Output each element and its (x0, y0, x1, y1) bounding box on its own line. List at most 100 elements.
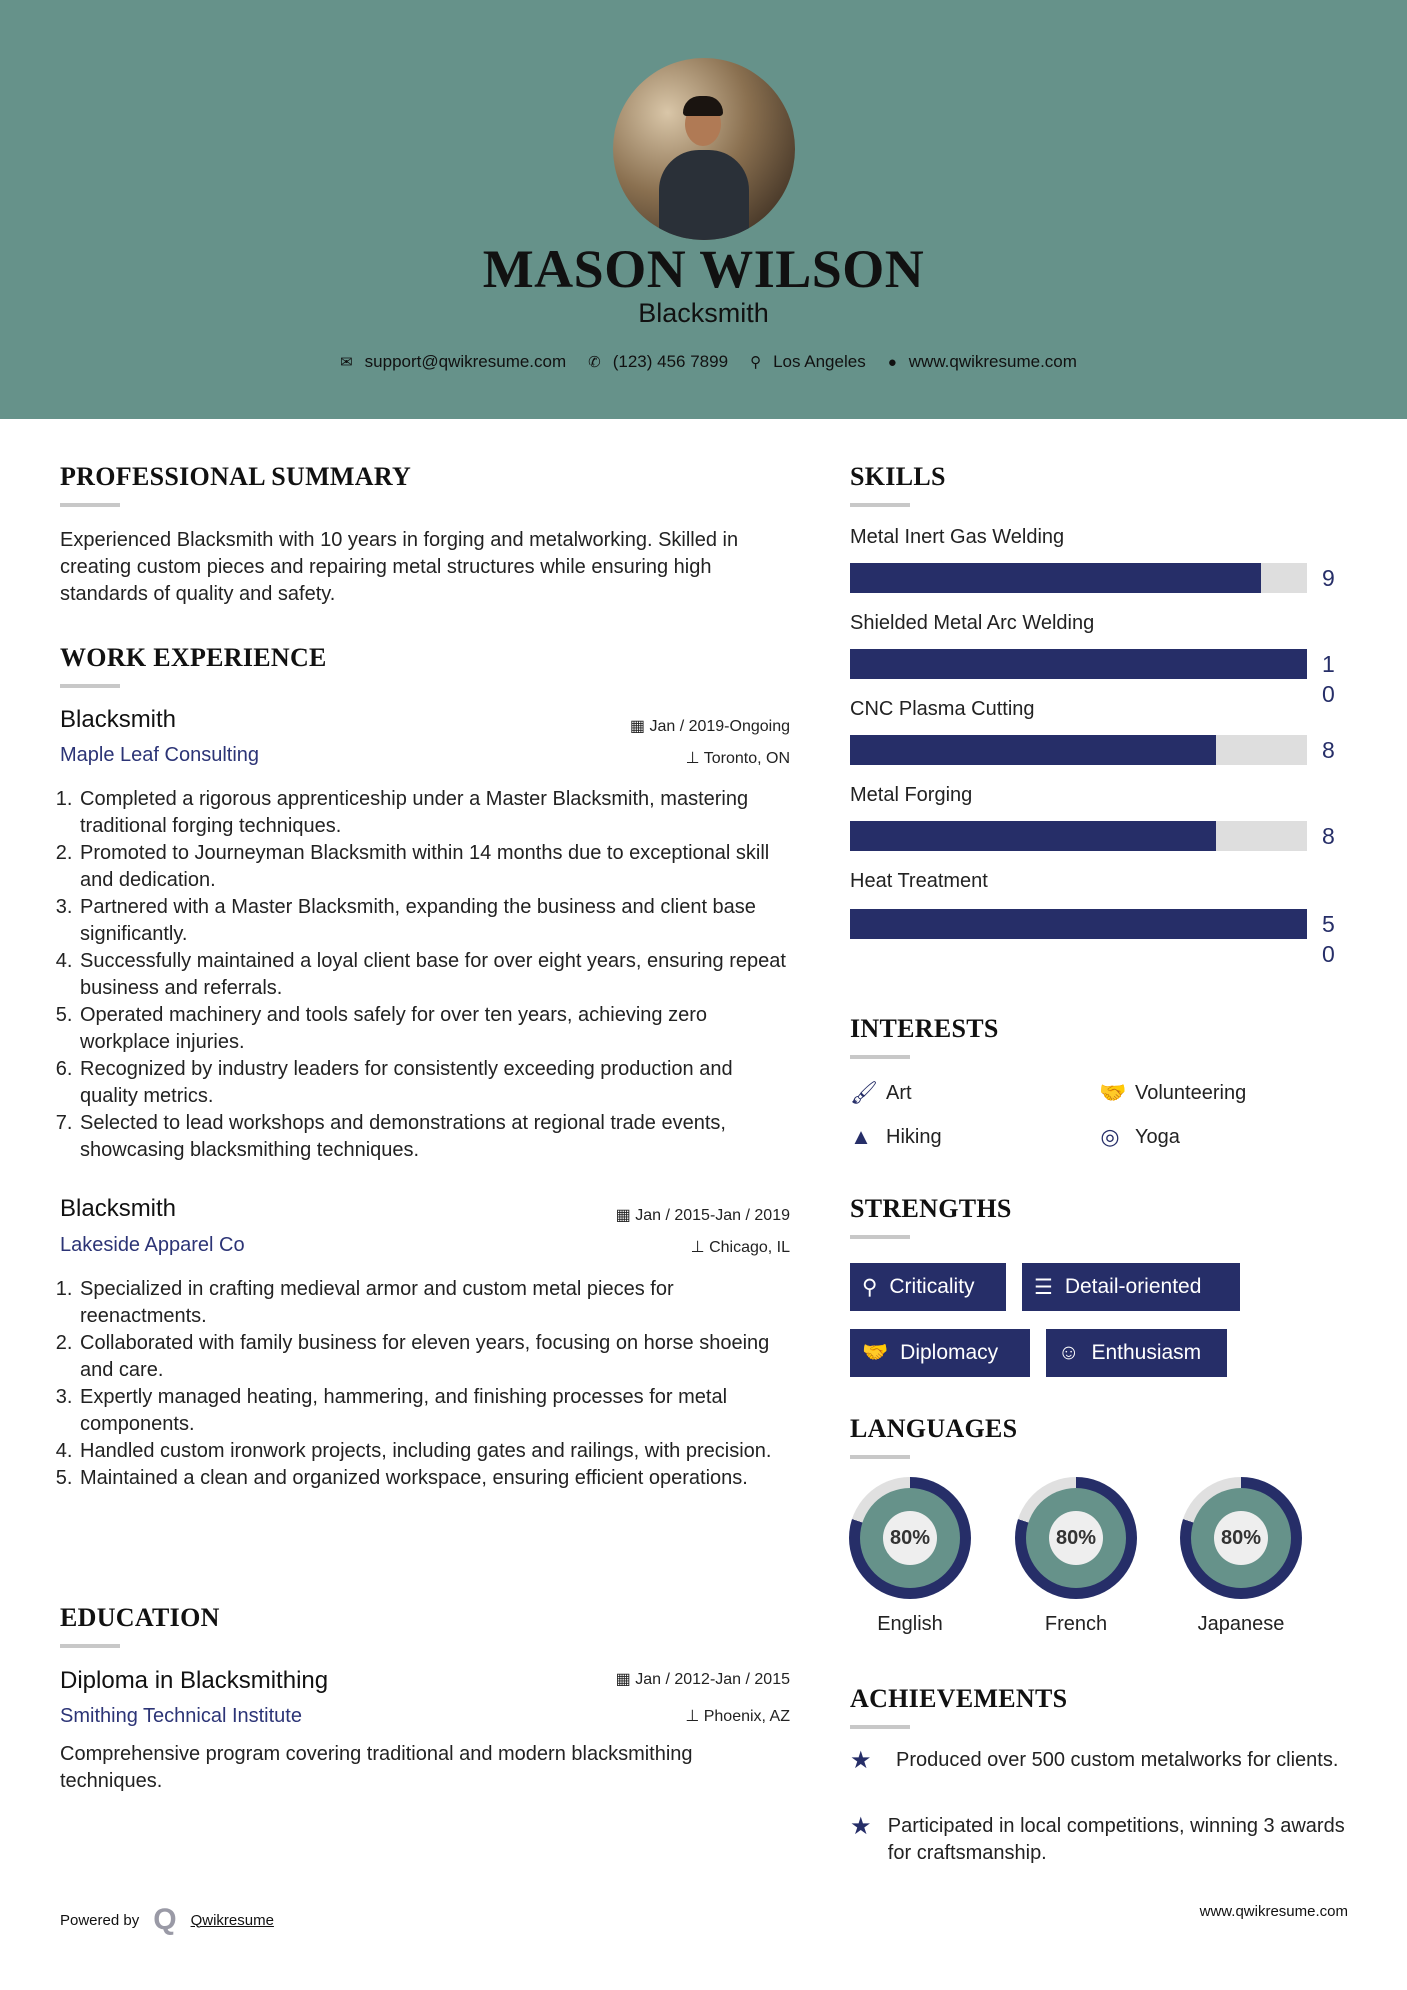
divider (60, 684, 120, 688)
footer-website[interactable]: www.qwikresume.com (1199, 1903, 1348, 1920)
divider (60, 503, 120, 507)
bullet: Operated machinery and tools safely for … (78, 1002, 790, 1056)
job-title: Blacksmith (60, 706, 177, 733)
school-name: Smithing Technical Institute (60, 1705, 302, 1727)
dates-text: Jan / 2015-Jan / 2019 (635, 1207, 790, 1224)
envelope-icon: ✉ (340, 354, 353, 371)
profile-photo (613, 58, 795, 240)
language-donut: 80% (1180, 1477, 1302, 1599)
education-heading: EDUCATION (60, 1603, 220, 1632)
company-name: Lakeside Apparel Co (60, 1234, 245, 1256)
job-location: ⊥ Toronto, ON (686, 748, 790, 768)
interest-yoga: ◎ Yoga (1099, 1124, 1179, 1150)
dates-text: Jan / 2012-Jan / 2015 (635, 1671, 790, 1688)
strength-diplomacy: 🤝 Diplomacy (850, 1329, 1030, 1377)
bullet: Selected to lead workshops and demonstra… (78, 1110, 790, 1164)
qwikresume-logo-icon: Q (153, 1903, 177, 1936)
language-donut: 80% (849, 1477, 971, 1599)
language-name: English (877, 1613, 943, 1635)
job-bullets: Completed a rigorous apprenticeship unde… (60, 786, 790, 1164)
email[interactable]: support@qwikresume.com (364, 352, 567, 371)
bullet: Partnered with a Master Blacksmith, expa… (78, 894, 790, 948)
globe-icon: ● (887, 353, 897, 371)
skill-value: 8 (1322, 737, 1335, 763)
calendar-icon: ▦ (615, 1207, 636, 1224)
edu-location: ⊥ Phoenix, AZ (685, 1706, 790, 1726)
smile-icon: ☺ (1058, 1341, 1080, 1364)
bullet: Promoted to Journeyman Blacksmith within… (78, 840, 790, 894)
edu-dates: ▦ Jan / 2012-Jan / 2015 (616, 1669, 790, 1689)
strength-label: Enthusiasm (1091, 1341, 1202, 1364)
strength-detail-oriented: ☰ Detail-oriented (1022, 1263, 1240, 1311)
bullet: Maintained a clean and organized workspa… (78, 1465, 790, 1492)
achievement-item: ★ Produced over 500 custom metalworks for… (850, 1747, 1350, 1774)
bullet: Recognized by industry leaders for consi… (78, 1056, 790, 1110)
powered-by-text: Powered by (60, 1911, 140, 1929)
pin-icon: ⊥ (685, 750, 704, 767)
summary-text: Experienced Blacksmith with 10 years in … (60, 529, 739, 605)
skill-bar (850, 563, 1307, 593)
strength-criticality: ⚲ Criticality (850, 1263, 1006, 1311)
interest-label: Hiking (886, 1125, 942, 1148)
strengths-heading: STRENGTHS (850, 1194, 1012, 1223)
skills-heading: SKILLS (850, 462, 946, 491)
degree: Diploma in Blacksmithing (60, 1667, 329, 1694)
divider (850, 1725, 910, 1729)
skill-bar-fill (850, 649, 1307, 679)
job-bullets: Specialized in crafting medieval armor a… (60, 1276, 790, 1492)
bullet: Collaborated with family business for el… (78, 1330, 790, 1384)
edu-description: Comprehensive program covering tradition… (60, 1743, 693, 1792)
footer-powered: Powered by Q Qwikresume (60, 1903, 274, 1937)
skill-bar-fill (850, 563, 1262, 593)
divider (850, 1455, 910, 1459)
handshake-icon: 🤝 (862, 1341, 889, 1364)
contact-bar: ✉ support@qwikresume.com ✆ (123) 456 7899 … (0, 352, 1407, 372)
pin-icon: ⊥ (685, 1708, 704, 1725)
interest-label: Volunteering (1135, 1081, 1247, 1104)
list-icon: ☰ (1034, 1275, 1053, 1299)
company-name: Maple Leaf Consulting (60, 744, 260, 766)
calendar-icon: ▦ (615, 1671, 636, 1688)
skill-bar (850, 909, 1307, 939)
interest-art: 🖌 Art (850, 1080, 912, 1106)
calendar-icon: ▦ (629, 718, 650, 735)
skill-value: 9 (1322, 565, 1335, 591)
interest-volunteering: 🤝 Volunteering (1099, 1080, 1246, 1106)
location: Los Angeles (773, 352, 866, 371)
bullet: Expertly managed heating, hammering, and… (78, 1384, 790, 1438)
bullet: Specialized in crafting medieval armor a… (78, 1276, 790, 1330)
skill-bar-fill (850, 821, 1216, 851)
pin-icon: ⊥ (690, 1239, 710, 1256)
language-name: Japanese (1197, 1613, 1285, 1635)
location-text: Chicago, IL (709, 1239, 790, 1256)
candidate-name: MASON WILSON (482, 239, 925, 299)
language-donut: 80% (1015, 1477, 1137, 1599)
achievement-text: Participated in local competitions, winn… (887, 1815, 1345, 1864)
skill-value: 50 (1322, 911, 1335, 967)
skill-label: Heat Treatment (850, 870, 988, 892)
bullet: Handled custom ironwork projects, includ… (78, 1438, 790, 1465)
tree-icon: ▲ (850, 1124, 872, 1149)
phone-icon: ✆ (588, 354, 601, 371)
strength-label: Detail-oriented (1064, 1275, 1202, 1298)
strength-label: Criticality (889, 1275, 975, 1298)
achievement-item: ★ Participated in local competitions, win… (850, 1813, 1350, 1867)
donut-value: 80% (1049, 1511, 1103, 1565)
dates-text: Jan / 2019-Ongoing (649, 718, 790, 735)
location-text: Toronto, ON (703, 750, 790, 767)
skill-bar (850, 649, 1307, 679)
brand-link[interactable]: Qwikresume (190, 1911, 274, 1929)
skill-label: CNC Plasma Cutting (850, 698, 1035, 720)
lifering-icon: ◎ (1100, 1124, 1120, 1149)
skill-label: Shielded Metal Arc Welding (850, 612, 1095, 634)
job-title: Blacksmith (638, 298, 769, 328)
website[interactable]: www.qwikresume.com (908, 352, 1077, 371)
job-location: ⊥ Chicago, IL (691, 1237, 790, 1257)
interest-hiking: ▲ Hiking (850, 1124, 942, 1150)
header: MASON WILSON Blacksmith ✉ support@qwikres… (0, 0, 1407, 419)
strength-label: Diplomacy (900, 1341, 999, 1364)
skill-label: Metal Inert Gas Welding (850, 526, 1065, 548)
handshake-icon: 🤝 (1099, 1080, 1127, 1105)
language-name: French (1044, 1613, 1108, 1635)
work-heading: WORK EXPERIENCE (60, 643, 327, 672)
